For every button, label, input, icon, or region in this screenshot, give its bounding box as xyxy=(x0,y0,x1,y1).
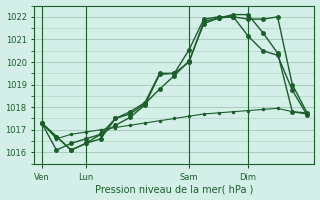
X-axis label: Pression niveau de la mer( hPa ): Pression niveau de la mer( hPa ) xyxy=(95,184,253,194)
